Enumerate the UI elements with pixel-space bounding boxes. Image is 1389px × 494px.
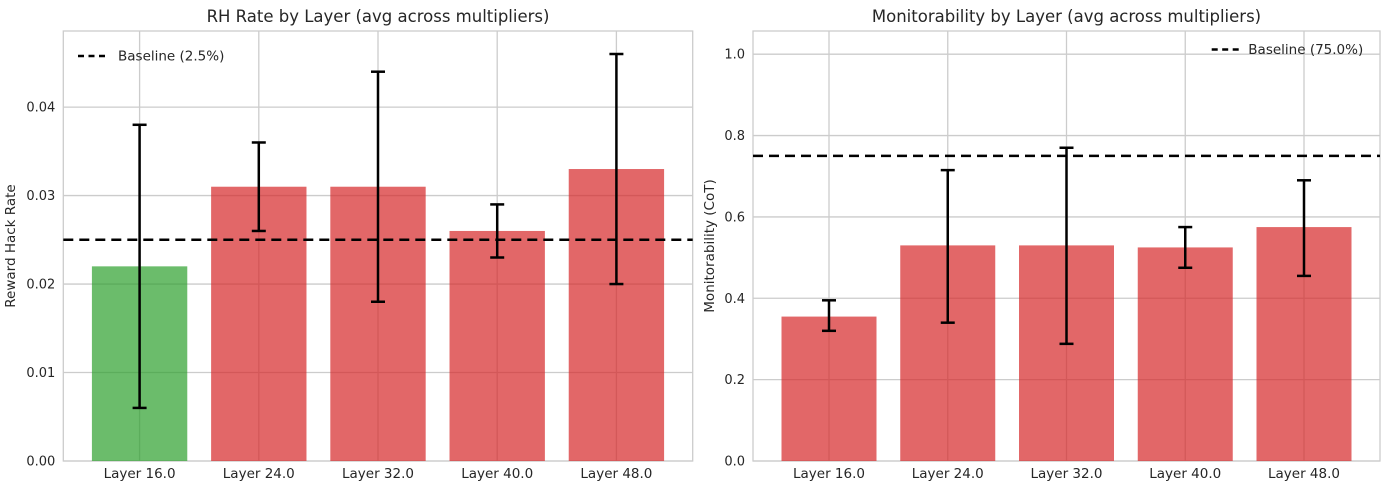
error-bar-layer-48.0 bbox=[1297, 179, 1311, 278]
monitorability-chart: 0.0 0.2 0.4 0.6 0.8 1.0 Layer 16.0 Layer 24.0 La… bbox=[695, 0, 1389, 490]
bar-layer-24.0 bbox=[211, 186, 307, 462]
chart-title: Monitorability by Layer (avg across mult… bbox=[872, 7, 1261, 26]
rh-rate-plot: 0.00 0.01 0.02 0.03 0.04 Layer 16.0 Layer 24.0… bbox=[0, 0, 695, 490]
y-tick-label: 0.01 bbox=[26, 366, 55, 381]
x-tick-label: Layer 32.0 bbox=[1031, 466, 1103, 482]
y-tick-label: 0.6 bbox=[724, 210, 745, 225]
legend-label: Baseline (75.0%) bbox=[1248, 42, 1363, 58]
y-axis-label: Monitorability (CoT) bbox=[702, 179, 718, 312]
legend: Baseline (75.0%) bbox=[1211, 42, 1363, 58]
y-tick-label: 0.2 bbox=[724, 373, 745, 388]
legend-label: Baseline (2.5%) bbox=[118, 49, 224, 65]
y-axis-label: Reward Hack Rate bbox=[3, 184, 19, 307]
y-tick-label: 0.4 bbox=[724, 292, 745, 307]
legend: Baseline (2.5%) bbox=[78, 49, 224, 65]
y-tick-label: 0.8 bbox=[724, 129, 745, 144]
x-tick-label: Layer 48.0 bbox=[1268, 466, 1340, 482]
y-tick-label: 0.0 bbox=[724, 455, 745, 470]
x-tick-label: Layer 16.0 bbox=[793, 466, 865, 482]
error-bar-layer-32.0 bbox=[1059, 146, 1074, 346]
error-bar-layer-16.0 bbox=[822, 299, 836, 333]
monitorability-plot: 0.0 0.2 0.4 0.6 0.8 1.0 Layer 16.0 Layer 24.0 La… bbox=[695, 0, 1389, 490]
error-bar-layer-32.0 bbox=[371, 70, 385, 303]
y-tick-label: 0.04 bbox=[26, 101, 55, 116]
x-tick-label: Layer 32.0 bbox=[342, 466, 414, 482]
x-tick-label: Layer 48.0 bbox=[580, 466, 652, 482]
error-bar-layer-24.0 bbox=[251, 141, 266, 233]
bar-layer-16.0 bbox=[781, 316, 877, 461]
bar-layer-40.0 bbox=[449, 230, 545, 461]
x-tick-label: Layer 40.0 bbox=[461, 466, 533, 482]
rh-rate-chart: 0.00 0.01 0.02 0.03 0.04 Layer 16.0 Layer 24.0… bbox=[0, 0, 695, 490]
y-tick-label: 0.03 bbox=[26, 189, 55, 204]
bar-layer-40.0 bbox=[1137, 247, 1233, 461]
error-bar-layer-48.0 bbox=[609, 52, 624, 286]
y-tick-label: 0.00 bbox=[26, 455, 55, 470]
error-bar-layer-24.0 bbox=[940, 168, 955, 324]
error-bar-layer-40.0 bbox=[1178, 225, 1193, 270]
error-bar-layer-16.0 bbox=[132, 123, 147, 410]
x-tick-label: Layer 24.0 bbox=[223, 466, 295, 482]
chart-title: RH Rate by Layer (avg across multipliers… bbox=[207, 7, 550, 26]
x-tick-label: Layer 24.0 bbox=[912, 466, 984, 482]
x-tick-label: Layer 40.0 bbox=[1149, 466, 1221, 482]
error-bar-layer-40.0 bbox=[490, 203, 505, 259]
y-tick-label: 1.0 bbox=[724, 48, 745, 63]
x-tick-label: Layer 16.0 bbox=[104, 466, 176, 482]
y-tick-label: 0.02 bbox=[26, 278, 55, 293]
